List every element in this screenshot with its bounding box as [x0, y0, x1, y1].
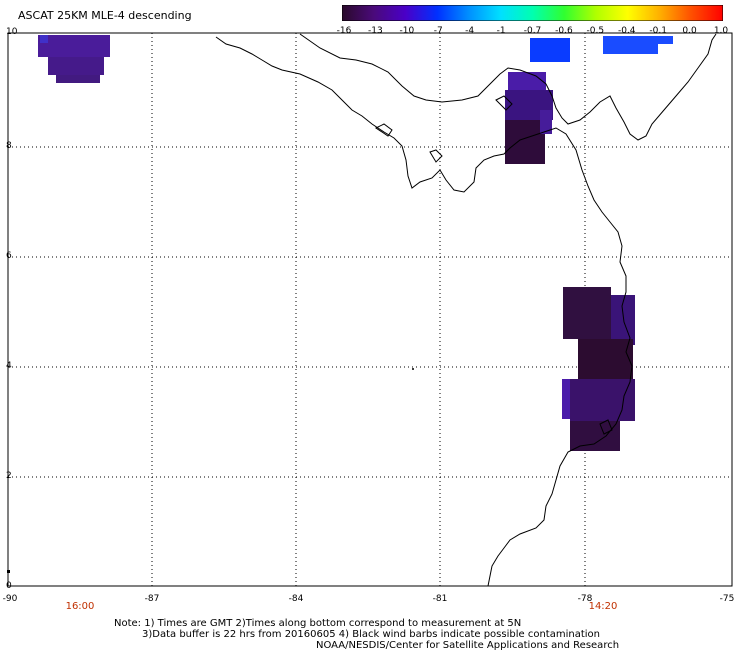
lon-label: -84	[288, 594, 304, 604]
colorbar-tick-label: -0.1	[649, 26, 667, 36]
colorbar-tick-label: -13	[368, 26, 383, 36]
colorbar-gradient	[342, 5, 723, 21]
colorbar-tick-label: -16	[336, 26, 352, 36]
colorbar-tick-label: -10	[399, 26, 415, 36]
map-frame	[7, 32, 733, 587]
colorbar-tick-label: -0.7	[523, 26, 542, 36]
colorbar-tick-label: -4	[465, 26, 475, 36]
note-line-1: Note: 1) Times are GMT 2)Times along bot…	[114, 618, 522, 629]
coastline	[215, 33, 717, 587]
lat-label: 10	[6, 27, 18, 37]
note-line-2: 3)Data buffer is 22 hrs from 20160605 4)…	[142, 629, 600, 640]
lon-label: -81	[432, 594, 448, 604]
lat-label: 2	[6, 471, 12, 481]
corner-marker	[7, 570, 10, 573]
lon-label: -78	[577, 594, 593, 604]
data-patch-colombia	[562, 287, 635, 451]
colorbar-tick-label: -0.6	[555, 26, 573, 36]
colorbar	[342, 5, 723, 21]
map-title: ASCAT 25KM MLE-4 descending	[18, 9, 192, 22]
lat-label: 8	[6, 141, 12, 151]
lat-label: 6	[6, 251, 12, 261]
colorbar-tick-label: -7	[433, 26, 443, 36]
colorbar-tick-label: -1	[496, 26, 506, 36]
island-marker	[412, 368, 414, 370]
colorbar-tick-label: 0.0	[682, 26, 697, 36]
lat-label: 0	[6, 581, 12, 591]
lon-label: -87	[144, 594, 160, 604]
credit-line: NOAA/NESDIS/Center for Satellite Applica…	[316, 640, 620, 651]
data-patch-northwest	[38, 35, 110, 83]
colorbar-tick-label: -0.4	[617, 26, 636, 36]
lat-label: 4	[6, 361, 12, 371]
time-label-right: 14:20	[588, 601, 618, 612]
data-patch-panama	[505, 72, 553, 164]
lon-label: -75	[719, 594, 735, 604]
time-label-left: 16:00	[65, 601, 95, 612]
lon-label: -90	[2, 594, 18, 604]
data-patch-top-blue	[530, 36, 673, 62]
colorbar-tick-label: 1.0	[713, 26, 729, 36]
colorbar-tick-label: -0.5	[586, 26, 605, 36]
